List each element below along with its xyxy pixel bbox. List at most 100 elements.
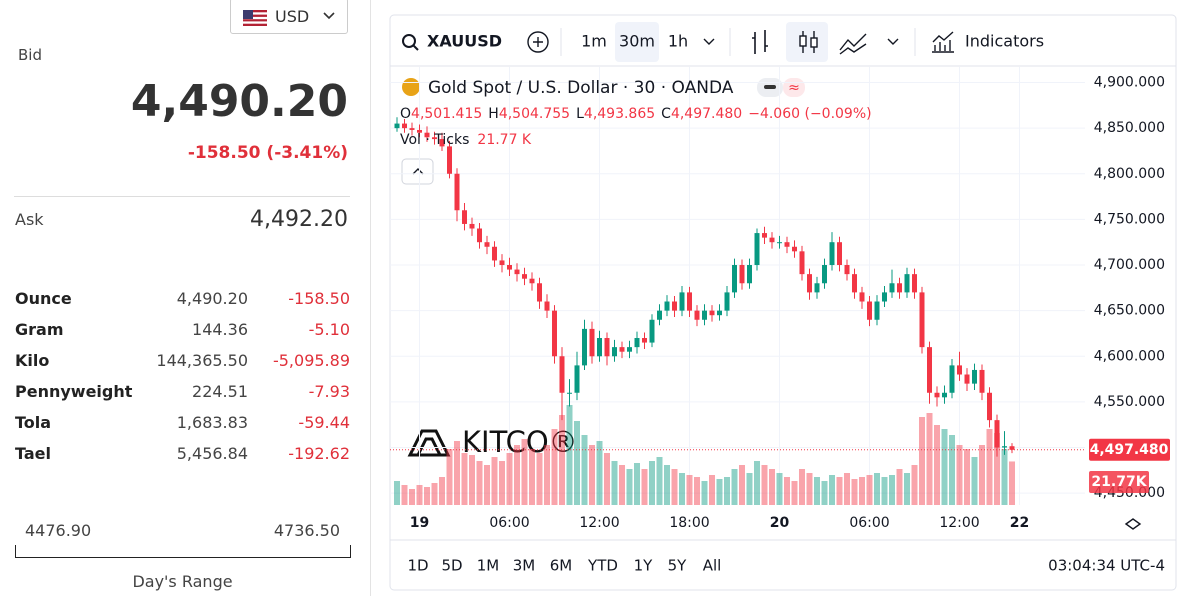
candle-body [829, 242, 835, 266]
volume-bar [566, 405, 573, 505]
chevron[interactable] [703, 38, 715, 45]
candle-body [994, 420, 1000, 448]
settings-icon[interactable] [1124, 518, 1142, 530]
collapse-button[interactable] [401, 158, 434, 185]
unit-name: Tael [15, 444, 51, 463]
volume-bar [469, 455, 475, 505]
x-tick-label: 22 [1010, 515, 1029, 531]
symbol[interactable]: XAUUSD [427, 32, 502, 51]
candle-body [934, 392, 940, 398]
indicators[interactable]: Indicators [965, 32, 1044, 51]
unit-price: 4,490.20 [176, 289, 248, 308]
volume-bar [401, 485, 408, 505]
volume-bar [664, 465, 670, 505]
volume-bar [679, 473, 685, 505]
indicators-icon[interactable] [932, 31, 954, 53]
volume-bar [919, 417, 925, 505]
ohlc-key: C [661, 106, 671, 122]
candle-body [537, 283, 542, 302]
candle-body [912, 274, 917, 293]
pill-icon: ≈ [788, 80, 800, 96]
currency-selector[interactable]: USD [230, 0, 348, 34]
period[interactable]: YTD [587, 557, 618, 575]
volume-bar [829, 475, 835, 505]
period[interactable]: 6M [550, 557, 573, 575]
volume-bar [814, 477, 820, 505]
candle-body [837, 242, 842, 266]
volume-bar [394, 481, 400, 505]
volume-badge-label: 21.77K [1091, 474, 1147, 490]
candle-body [979, 369, 985, 393]
candle-body [822, 265, 827, 284]
divider [14, 196, 350, 197]
chart-type-selected [786, 22, 828, 62]
period[interactable]: 5D [441, 557, 462, 575]
candle-body [762, 233, 767, 238]
candle-body [687, 292, 692, 311]
x-tick-label: 18:00 [669, 515, 709, 531]
interval[interactable]: 1m [581, 32, 607, 51]
volume-bar [941, 429, 948, 505]
ohlc-key: H [488, 106, 499, 122]
volume-bar [994, 433, 1000, 505]
unit-change: -59.44 [298, 413, 350, 432]
volume-bar [446, 449, 453, 505]
period[interactable]: 3M [513, 557, 536, 575]
add-symbol[interactable] [527, 31, 549, 53]
period[interactable]: 5Y [668, 557, 688, 575]
candle-body [679, 292, 685, 311]
volume-bar [791, 481, 798, 505]
volume-bar [724, 477, 730, 505]
unit-price: 224.51 [192, 382, 248, 401]
unit-name: Ounce [15, 289, 72, 308]
bar-chart-icon[interactable] [752, 30, 768, 54]
period[interactable]: All [703, 557, 722, 575]
candle-body [492, 246, 497, 261]
candle-body [709, 310, 715, 316]
candle-body [507, 265, 512, 270]
ohlc-value: 4,497.480 [671, 106, 742, 122]
volume-bar [484, 465, 490, 505]
search-icon[interactable] [402, 34, 416, 48]
candle-body [919, 292, 925, 348]
volume-bar [544, 445, 550, 505]
area-icon[interactable] [839, 33, 867, 55]
volume-bar [904, 473, 910, 505]
period[interactable]: 1M [477, 557, 500, 575]
candle-body [619, 347, 625, 352]
candle-body [514, 269, 520, 275]
ask-price: 4,492.20 [250, 207, 348, 232]
chevron[interactable] [887, 38, 899, 45]
caret [412, 168, 424, 175]
y-tick-label: 4,550.000 [1094, 394, 1165, 410]
volume-bar [596, 441, 603, 505]
volume-bar [799, 469, 805, 505]
ohlc-value: 4,504.755 [499, 106, 570, 122]
candle-body [424, 132, 430, 138]
candle-body [612, 347, 617, 357]
unit-change: -192.62 [288, 444, 350, 463]
candle-body [552, 310, 557, 357]
interval[interactable]: 1h [668, 32, 688, 51]
candle-body [402, 123, 407, 129]
volume-bar [754, 461, 760, 505]
candle-body [409, 128, 415, 130]
volume-bar [911, 465, 918, 505]
candle-body [702, 310, 707, 320]
candle-body [739, 265, 745, 284]
bid-price: 4,490.20 [130, 76, 348, 127]
volume-bar [934, 425, 940, 505]
period[interactable]: 1Y [634, 557, 654, 575]
interval-selected [615, 22, 659, 62]
x-tick-label: 20 [770, 515, 790, 531]
volume-bar [701, 481, 708, 505]
volume-bar [454, 441, 460, 505]
candle-body [964, 374, 970, 384]
bid-label: Bid [18, 46, 42, 64]
candle-body [777, 242, 782, 244]
volume-bar [536, 453, 543, 505]
volume-value: 21.77 K [477, 132, 532, 148]
period[interactable]: 1D [407, 557, 428, 575]
interval[interactable]: 30m [619, 32, 655, 51]
